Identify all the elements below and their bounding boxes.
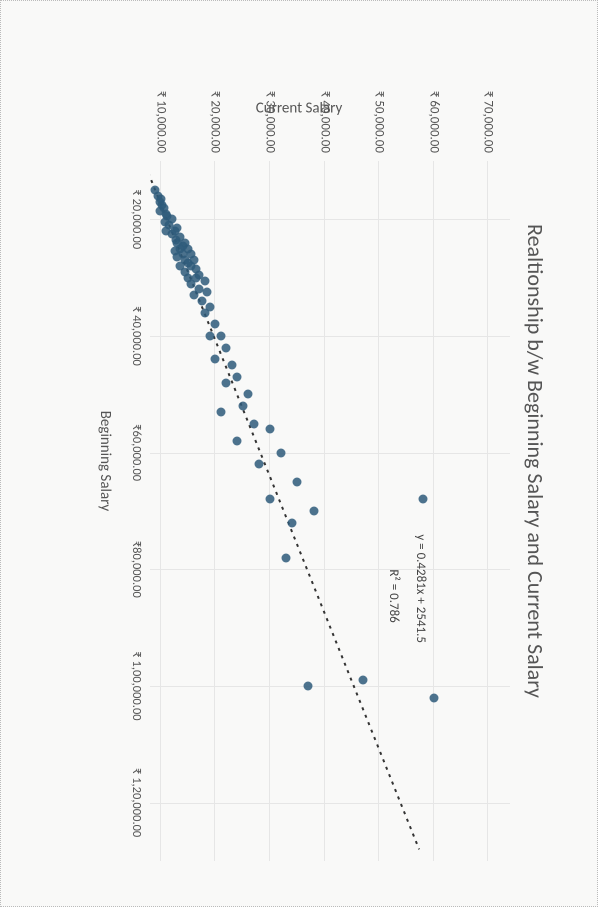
x-tick-label: ₹ 40,000.00 <box>129 306 144 366</box>
salary-scatter-chart: Realtionship b/w Beginning Salary and Cu… <box>39 51 559 871</box>
data-point <box>203 288 212 297</box>
data-point <box>200 308 209 317</box>
data-point <box>244 390 253 399</box>
y-tick-label: ₹ 70,000.00 <box>481 91 496 153</box>
data-point <box>266 425 275 434</box>
data-point <box>266 495 275 504</box>
data-point <box>276 448 285 457</box>
data-point <box>227 361 236 370</box>
data-point <box>304 682 313 691</box>
gridline-v <box>150 453 510 454</box>
data-point <box>233 372 242 381</box>
data-point <box>309 507 318 516</box>
data-point <box>216 332 225 341</box>
data-point <box>200 276 209 285</box>
trendline <box>150 161 510 861</box>
data-point <box>222 343 231 352</box>
data-point <box>282 553 291 562</box>
data-point <box>206 332 215 341</box>
chart-title: Realtionship b/w Beginning Salary and Cu… <box>522 51 549 871</box>
data-point <box>216 407 225 416</box>
y-tick-label: ₹ 50,000.00 <box>372 91 387 153</box>
y-tick-label: ₹ 60,000.00 <box>426 91 441 153</box>
data-point <box>233 437 242 446</box>
gridline-h <box>160 161 161 861</box>
gridline-h <box>487 161 488 861</box>
data-point <box>249 419 258 428</box>
data-point <box>293 477 302 486</box>
gridline-v <box>150 219 510 220</box>
gridline-v <box>150 569 510 570</box>
gridline-h <box>433 161 434 861</box>
x-axis-label: Beginning Salary <box>96 51 114 871</box>
gridline-h <box>269 161 270 861</box>
data-point <box>211 320 220 329</box>
data-point <box>255 460 264 469</box>
trend-r2: R² = 0.786 <box>386 569 401 622</box>
plot-area: ₹ 70,000.00₹ 60,000.00₹ 50,000.00₹ 40,00… <box>150 161 510 861</box>
data-point <box>211 355 220 364</box>
gridline-v <box>150 803 510 804</box>
data-point <box>238 402 247 411</box>
gridline-v <box>150 686 510 687</box>
y-tick-label: ₹ 40,000.00 <box>317 91 332 153</box>
data-point <box>222 378 231 387</box>
y-tick-label: ₹ 30,000.00 <box>263 91 278 153</box>
gridline-h <box>214 161 215 861</box>
gridline-h <box>324 161 325 861</box>
page: Realtionship b/w Beginning Salary and Cu… <box>0 0 598 907</box>
data-point <box>418 495 427 504</box>
y-tick-label: ₹ 20,000.00 <box>208 91 223 153</box>
y-tick-label: ₹ 10,000.00 <box>153 91 168 153</box>
data-point <box>429 693 438 702</box>
data-point <box>287 518 296 527</box>
x-tick-label: ₹ 1,00,000.00 <box>129 651 144 720</box>
x-tick-label: ₹ 1,20,000.00 <box>129 768 144 837</box>
x-tick-label: ₹ 20,000.00 <box>129 189 144 249</box>
trend-equation: y = 0.4281x + 2541.5 <box>413 534 428 643</box>
gridline-v <box>150 336 510 337</box>
gridline-h <box>378 161 379 861</box>
x-tick-label: ₹60,000.00 <box>129 424 144 481</box>
x-tick-label: ₹80,000.00 <box>129 541 144 598</box>
data-point <box>358 676 367 685</box>
